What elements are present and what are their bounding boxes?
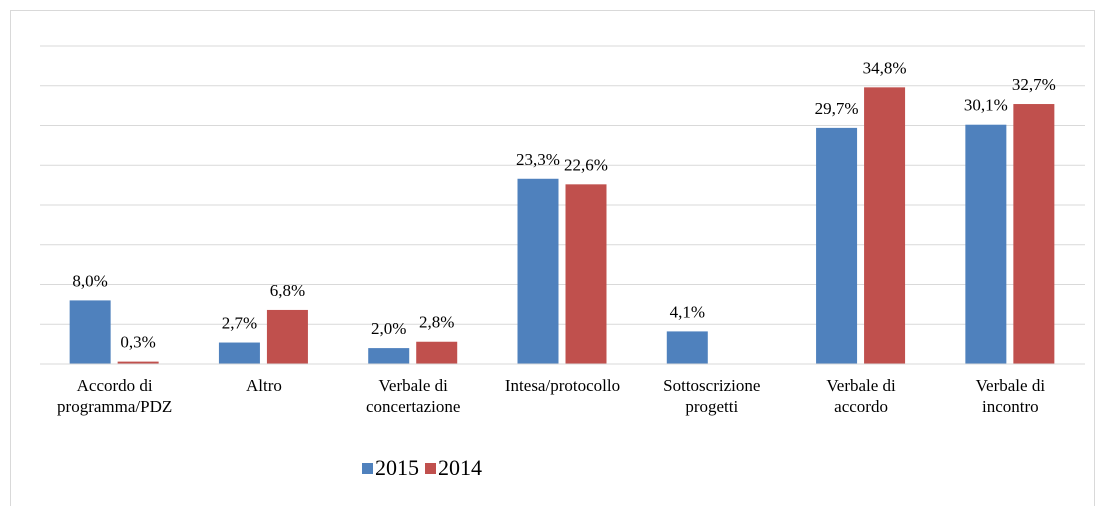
x-tick-label-line: accordo [834,397,888,416]
bar [69,300,111,364]
legend-swatch [425,463,436,474]
data-label: 2,8% [419,313,454,332]
bar [864,87,906,364]
data-label: 30,1% [964,96,1008,115]
x-tick-label-line: progetti [685,397,738,416]
x-tick-label: Accordo di programma/PDZ [57,376,172,416]
legend-label: 2015 [375,455,419,480]
x-tick-label: Intesa/protocollo [505,376,620,395]
data-label: 4,1% [670,302,705,321]
data-label: 32,7% [1012,75,1056,94]
bar [565,184,607,364]
bar [965,124,1007,364]
bar [816,127,858,364]
bar [517,178,559,364]
legend-label: 2014 [438,455,482,480]
data-label: 2,7% [222,314,257,333]
x-tick-label: Verbale di concertazione [366,376,460,416]
data-label: 0,3% [120,333,155,352]
bar [368,348,410,364]
data-label: 6,8% [270,281,305,300]
bar [218,342,260,364]
x-tick-label-line: Verbale di [379,376,449,395]
bar [1013,104,1055,364]
data-label: 34,8% [863,58,907,77]
bar [117,361,159,364]
data-label: 8,0% [72,271,107,290]
x-tick-label: Verbale di accordo [826,376,896,416]
data-label: 23,3% [516,150,560,169]
legend-swatch [362,463,373,474]
x-tick-label: Altro [246,376,282,395]
bar [416,341,458,364]
x-tick-label: Verbale di incontro [976,376,1046,416]
chart-border [10,10,1095,506]
x-tick-label-line: incontro [982,397,1039,416]
x-tick-label-line: Intesa/protocollo [505,376,620,395]
x-tick-label-line: Verbale di [826,376,896,395]
x-tick-label: Sottoscrizione progetti [663,376,760,416]
bar [266,309,308,364]
x-tick-label-line: Verbale di [976,376,1046,395]
x-tick-label-line: Sottoscrizione [663,376,760,395]
x-tick-label-line: concertazione [366,397,460,416]
x-tick-label-line: Accordo di [77,376,153,395]
x-tick-label-line: Altro [246,376,282,395]
data-label: 2,0% [371,319,406,338]
x-tick-label-line: programma/PDZ [57,397,172,416]
data-label: 22,6% [564,155,608,174]
data-label: 29,7% [815,99,859,118]
bar [666,331,708,364]
